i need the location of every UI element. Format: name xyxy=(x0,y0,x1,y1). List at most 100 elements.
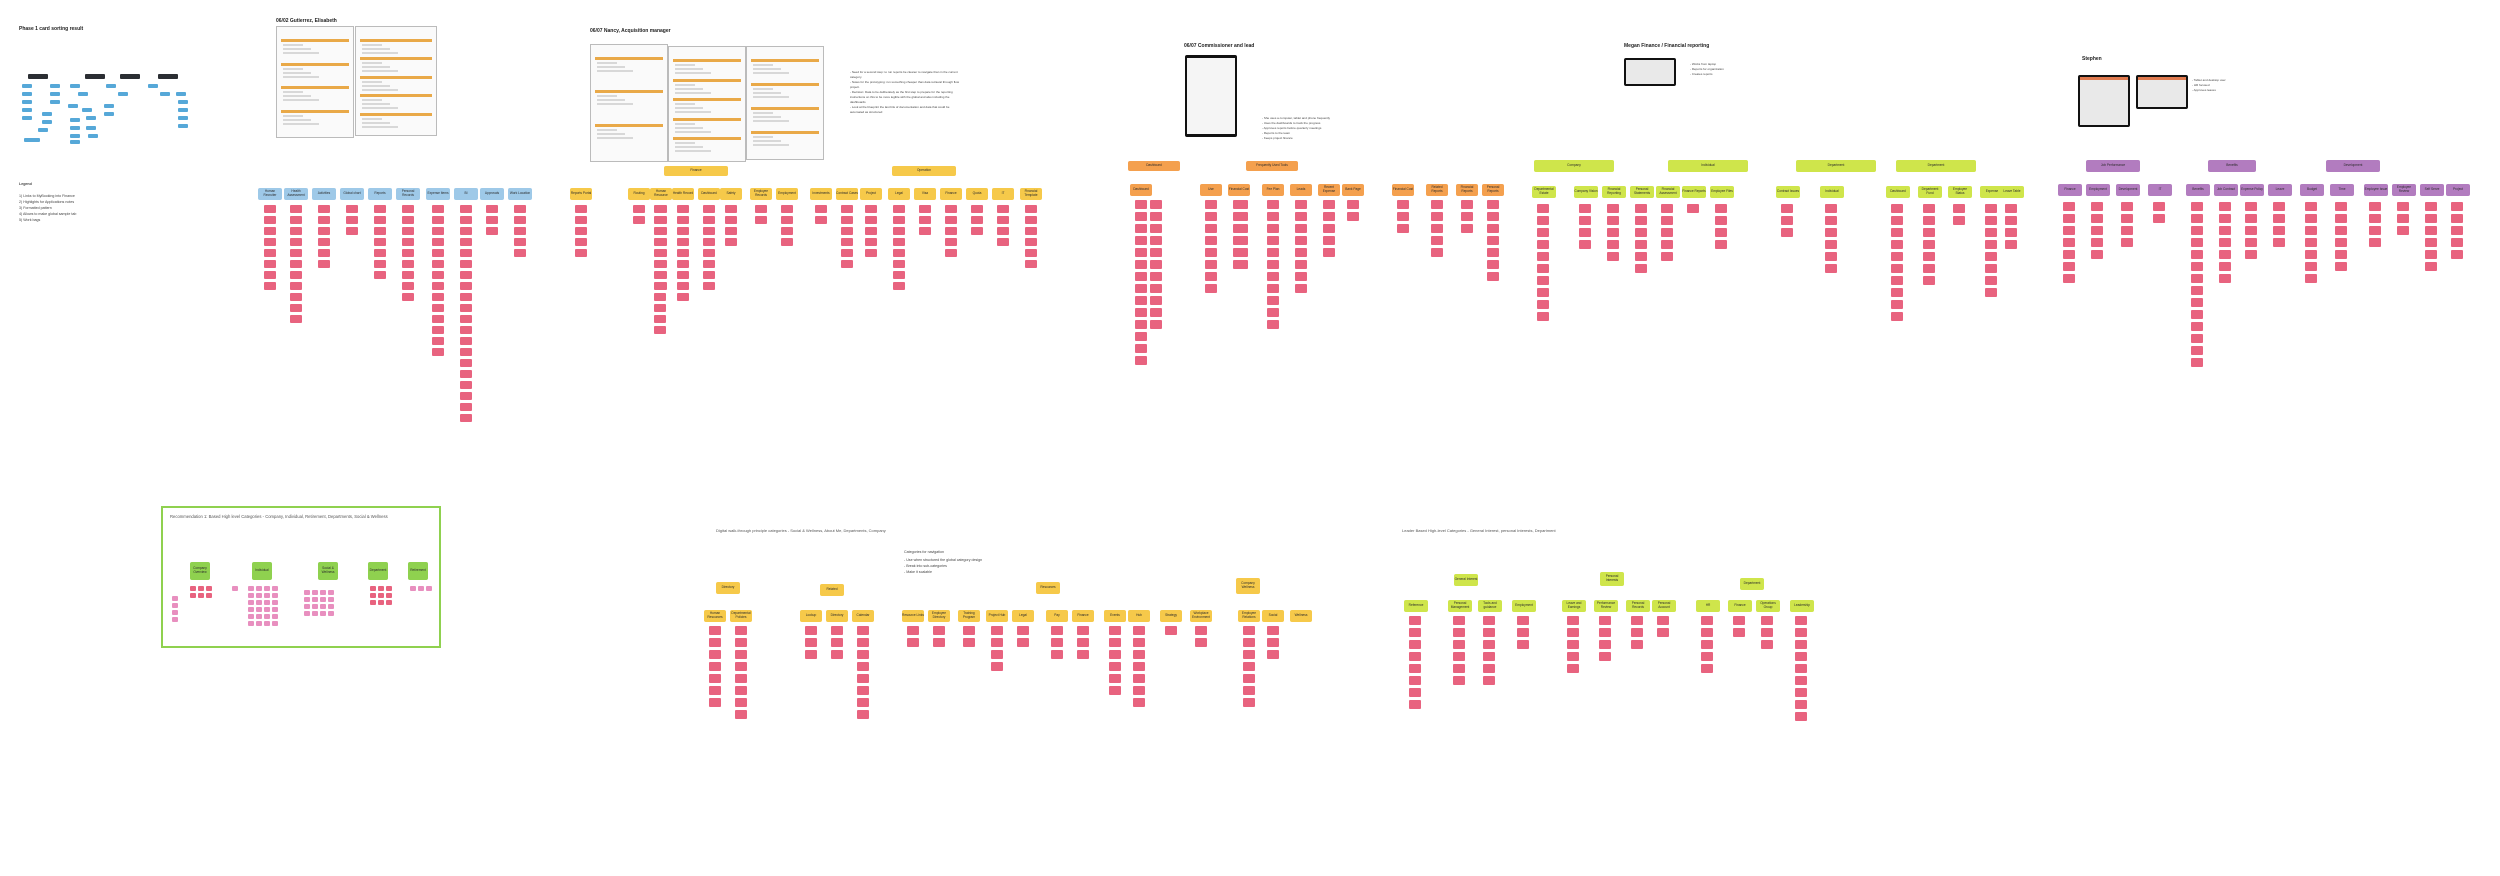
sticky-note[interactable] xyxy=(1953,216,1965,225)
sticky-note[interactable] xyxy=(1487,272,1499,281)
sticky-note[interactable] xyxy=(2305,262,2317,271)
sticky-note[interactable] xyxy=(735,626,747,635)
sticky-note[interactable] xyxy=(264,216,276,224)
sticky-note[interactable] xyxy=(1051,638,1063,647)
sticky-note[interactable] xyxy=(1077,638,1089,647)
sticky-note[interactable] xyxy=(654,282,666,290)
sticky-note[interactable] xyxy=(264,607,270,612)
sticky-note[interactable] xyxy=(374,260,386,268)
sticky-note[interactable] xyxy=(1236,260,1248,269)
sticky-note[interactable] xyxy=(374,227,386,235)
sticky-note[interactable] xyxy=(2451,238,2463,247)
sticky-note[interactable] xyxy=(2191,346,2203,355)
sticky-note[interactable] xyxy=(1431,236,1443,245)
sticky-note[interactable] xyxy=(1295,236,1307,245)
sticky-note[interactable] xyxy=(1267,200,1279,209)
sticky-note[interactable] xyxy=(1795,664,1807,673)
sticky-note[interactable] xyxy=(198,593,204,598)
category-header[interactable]: Finance xyxy=(1728,600,1752,612)
sticky-note[interactable] xyxy=(1236,236,1248,245)
sticky-note[interactable] xyxy=(1795,700,1807,709)
sticky-note[interactable] xyxy=(1453,676,1465,685)
sticky-note[interactable] xyxy=(410,586,416,591)
sticky-note[interactable] xyxy=(805,626,817,635)
sticky-note[interactable] xyxy=(2305,274,2317,283)
sticky-note[interactable] xyxy=(1891,276,1903,285)
sticky-note[interactable] xyxy=(654,249,666,257)
sticky-note[interactable] xyxy=(1135,200,1147,209)
sticky-note[interactable] xyxy=(1985,216,1997,225)
sticky-note[interactable] xyxy=(1243,650,1255,659)
sticky-note[interactable] xyxy=(1025,249,1037,257)
sticky-note[interactable] xyxy=(1487,260,1499,269)
sticky-note[interactable] xyxy=(272,593,278,598)
sticky-note[interactable] xyxy=(1133,626,1145,635)
sticky-note[interactable] xyxy=(378,600,384,605)
sticky-note[interactable] xyxy=(971,227,983,235)
sticky-note[interactable] xyxy=(264,621,270,626)
sticky-note[interactable] xyxy=(256,621,262,626)
category-header[interactable]: Company Overview xyxy=(190,562,210,580)
category-header[interactable]: Individual xyxy=(252,562,272,580)
category-header[interactable]: Benefits xyxy=(2186,184,2210,196)
sticky-note[interactable] xyxy=(919,216,931,224)
sticky-note[interactable] xyxy=(460,337,472,345)
sticky-note[interactable] xyxy=(1133,674,1145,683)
sticky-note[interactable] xyxy=(2245,250,2257,259)
category-header[interactable]: Health Record xyxy=(672,188,694,200)
category-header[interactable]: Human Recruiter xyxy=(258,188,282,200)
sticky-note[interactable] xyxy=(841,216,853,224)
sticky-note[interactable] xyxy=(1579,240,1591,249)
sticky-note[interactable] xyxy=(1205,200,1217,209)
sticky-note[interactable] xyxy=(857,710,869,719)
sticky-note[interactable] xyxy=(1236,248,1248,257)
sticky-note[interactable] xyxy=(735,638,747,647)
sticky-note[interactable] xyxy=(709,698,721,707)
sticky-note[interactable] xyxy=(2305,214,2317,223)
sticky-note[interactable] xyxy=(264,205,276,213)
sticky-note[interactable] xyxy=(893,205,905,213)
category-header[interactable]: Employee Records xyxy=(750,188,772,200)
sticky-note[interactable] xyxy=(432,282,444,290)
sticky-note[interactable] xyxy=(1267,212,1279,221)
sticky-note[interactable] xyxy=(1133,650,1145,659)
sticky-note[interactable] xyxy=(460,392,472,400)
sticky-note[interactable] xyxy=(2335,262,2347,271)
sticky-note[interactable] xyxy=(1567,616,1579,625)
sticky-note[interactable] xyxy=(1025,238,1037,246)
sticky-note[interactable] xyxy=(1781,228,1793,237)
sticky-note[interactable] xyxy=(633,216,645,224)
sticky-note[interactable] xyxy=(781,216,793,224)
sticky-note[interactable] xyxy=(346,205,358,213)
sticky-note[interactable] xyxy=(1397,212,1409,221)
sticky-note[interactable] xyxy=(2369,202,2381,211)
sticky-note[interactable] xyxy=(1133,698,1145,707)
sticky-note[interactable] xyxy=(677,293,689,301)
sticky-note[interactable] xyxy=(1205,284,1217,293)
sticky-note[interactable] xyxy=(1567,628,1579,637)
sticky-note[interactable] xyxy=(1891,228,1903,237)
sticky-note[interactable] xyxy=(1761,628,1773,637)
sticky-note[interactable] xyxy=(1431,212,1443,221)
sticky-note[interactable] xyxy=(264,249,276,257)
sticky-note[interactable] xyxy=(1985,288,1997,297)
sticky-note[interactable] xyxy=(1109,686,1121,695)
sticky-note[interactable] xyxy=(1109,650,1121,659)
category-header[interactable]: Contract Issues xyxy=(1776,186,1800,198)
sticky-note[interactable] xyxy=(2153,214,2165,223)
category-header[interactable]: Expense Policy xyxy=(2240,184,2264,196)
sticky-note[interactable] xyxy=(2305,226,2317,235)
sticky-note[interactable] xyxy=(2091,226,2103,235)
sticky-note[interactable] xyxy=(2245,226,2257,235)
sticky-note[interactable] xyxy=(1923,264,1935,273)
sticky-note[interactable] xyxy=(1150,260,1162,269)
sticky-note[interactable] xyxy=(654,227,666,235)
sticky-note[interactable] xyxy=(1150,272,1162,281)
sticky-note[interactable] xyxy=(997,205,1009,213)
category-header[interactable]: Use xyxy=(1200,184,1222,196)
sticky-note[interactable] xyxy=(290,205,302,213)
sticky-note[interactable] xyxy=(857,674,869,683)
sticky-note[interactable] xyxy=(633,205,645,213)
sticky-note[interactable] xyxy=(1267,260,1279,269)
category-header[interactable]: Directory xyxy=(826,610,848,622)
